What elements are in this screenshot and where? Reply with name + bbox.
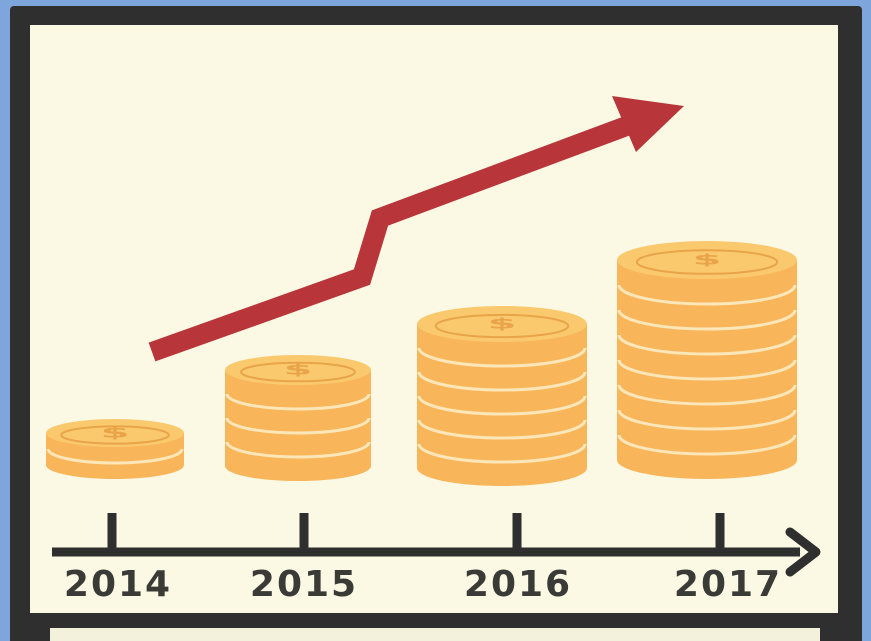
dollar-sign-icon: $: [101, 425, 130, 442]
coin-layer-edge: [617, 434, 797, 456]
coin-layer-edge: [417, 371, 587, 392]
coin-layer-edge: [617, 309, 797, 331]
coin-top: [46, 419, 184, 447]
coin-layer-edge: [46, 448, 184, 465]
coin-stack-body: [225, 370, 371, 481]
coin-layer-edge: [417, 347, 587, 368]
coin-layer-edge: [617, 359, 797, 381]
dollar-sign-icon: $: [693, 252, 722, 269]
coin-top-ring: [434, 313, 570, 339]
coin-top: [617, 241, 797, 279]
coin-layer-edge: [225, 393, 371, 411]
coin-top: [417, 306, 587, 342]
coin-stack-2016: $: [417, 306, 587, 486]
coin-top-ring: [635, 249, 779, 275]
coin-stack-2014: $: [46, 419, 184, 479]
trend-arrow-icon: [148, 96, 684, 362]
coin-layer-edge: [225, 441, 371, 459]
coin-layer-edge: [225, 417, 371, 435]
year-label-2015: 2015: [250, 564, 358, 605]
year-label-2014: 2014: [64, 564, 172, 605]
dollar-sign-icon: $: [488, 316, 517, 333]
coin-stack-2017: $: [617, 241, 797, 479]
coin-layer-edge: [617, 384, 797, 406]
coin-stack-2015: $: [225, 355, 371, 481]
dollar-sign-icon: $: [284, 362, 313, 379]
coin-layer-edge: [417, 419, 587, 440]
coin-stack-body: [617, 260, 797, 479]
coin-top-ring: [60, 425, 170, 445]
coin-top: [225, 355, 371, 385]
coin-layer-edge: [417, 395, 587, 416]
timeline-axis-icon: [52, 513, 821, 577]
bottom-panel: [50, 628, 820, 641]
coin-layer-edge: [617, 334, 797, 356]
coin-layer-edge: [617, 409, 797, 431]
year-label-2016: 2016: [464, 564, 572, 605]
coin-stacks: $ $ $ $: [46, 241, 797, 486]
coin-layer-edge: [417, 443, 587, 464]
year-label-2017: 2017: [674, 564, 782, 605]
coin-layer-edge: [617, 284, 797, 306]
coin-top-ring: [240, 361, 356, 383]
